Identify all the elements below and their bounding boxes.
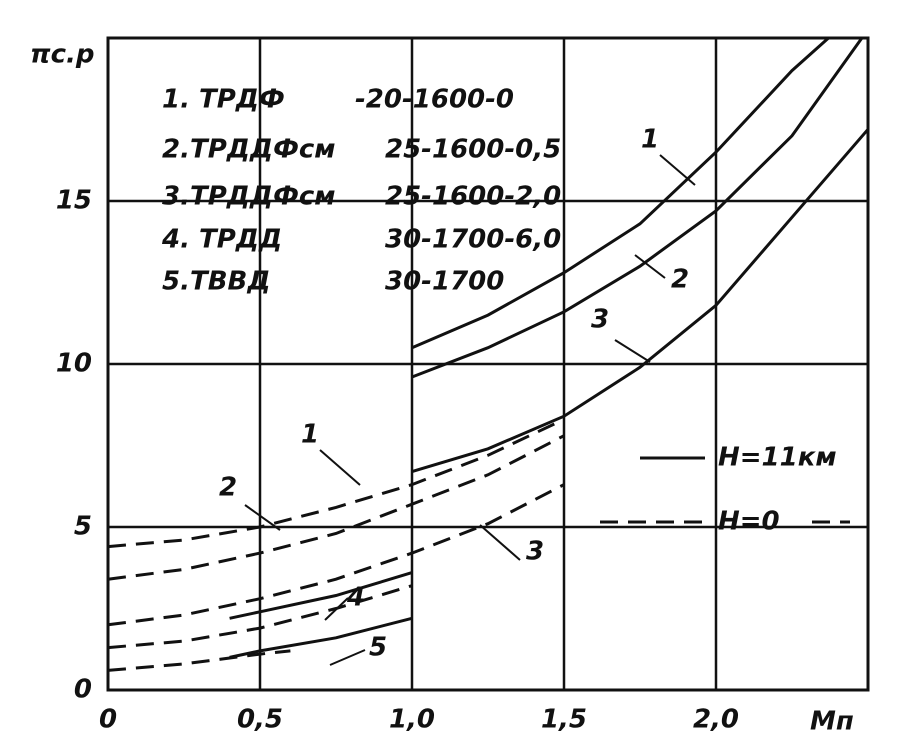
curve xyxy=(107,584,413,650)
curve-label: 5 xyxy=(369,633,387,663)
legend-params: 25-1600-0,5 xyxy=(385,135,561,165)
curve-label: 1 xyxy=(641,125,659,155)
legend-params: 25-1600-2,0 xyxy=(385,182,561,212)
leader-line xyxy=(319,449,361,486)
curve xyxy=(411,128,870,474)
curve-label: 3 xyxy=(526,537,544,567)
curve xyxy=(107,483,565,627)
curve xyxy=(411,36,830,350)
curve xyxy=(229,616,413,659)
curve xyxy=(229,571,413,620)
y-tick-label: 5 xyxy=(74,512,92,542)
line-style-label: H=11км xyxy=(718,443,837,473)
legend-label: 5.ТВВД xyxy=(162,267,271,297)
x-tick-label: 1,5 xyxy=(541,705,587,735)
curve-label: 2 xyxy=(219,473,237,503)
y-tick-label: 0 xyxy=(74,675,92,705)
curve-label: 2 xyxy=(671,265,689,295)
line-style-label: H=0 xyxy=(718,507,780,537)
y-tick-label: 15 xyxy=(56,186,92,216)
curve-label: 4 xyxy=(346,583,365,613)
curve xyxy=(107,649,291,672)
legend-label: 1. ТРДФ xyxy=(162,85,285,115)
x-tick-label: 1,0 xyxy=(389,705,435,735)
leader-line xyxy=(634,254,666,279)
y-axis-label: πс.р xyxy=(30,40,94,70)
leader-line xyxy=(479,524,521,561)
leader-line xyxy=(329,649,366,666)
leader-line xyxy=(244,504,281,531)
curve-label: 1 xyxy=(301,420,319,450)
x-tick-label: 0,5 xyxy=(237,705,283,735)
legend-params: -20-1600-0 xyxy=(355,85,514,115)
legend-label: 4. ТРДД xyxy=(161,225,282,255)
legend-label: 3.ТРДДФсм xyxy=(162,182,336,212)
leader-line xyxy=(614,339,651,363)
x-tick-label: 2,0 xyxy=(693,705,739,735)
legend-params: 30-1700-6,0 xyxy=(385,225,561,255)
curve xyxy=(411,37,864,379)
x-tick-label: 0 xyxy=(99,705,117,735)
legend-label: 2.ТРДДФсм xyxy=(162,135,336,165)
curve xyxy=(107,434,565,581)
x-axis-label: Mп xyxy=(810,707,854,737)
y-tick-label: 10 xyxy=(56,349,92,379)
leader-line xyxy=(659,154,696,186)
legend-params: 30-1700 xyxy=(385,267,504,297)
curve xyxy=(107,418,565,549)
curve-label: 3 xyxy=(591,305,609,335)
